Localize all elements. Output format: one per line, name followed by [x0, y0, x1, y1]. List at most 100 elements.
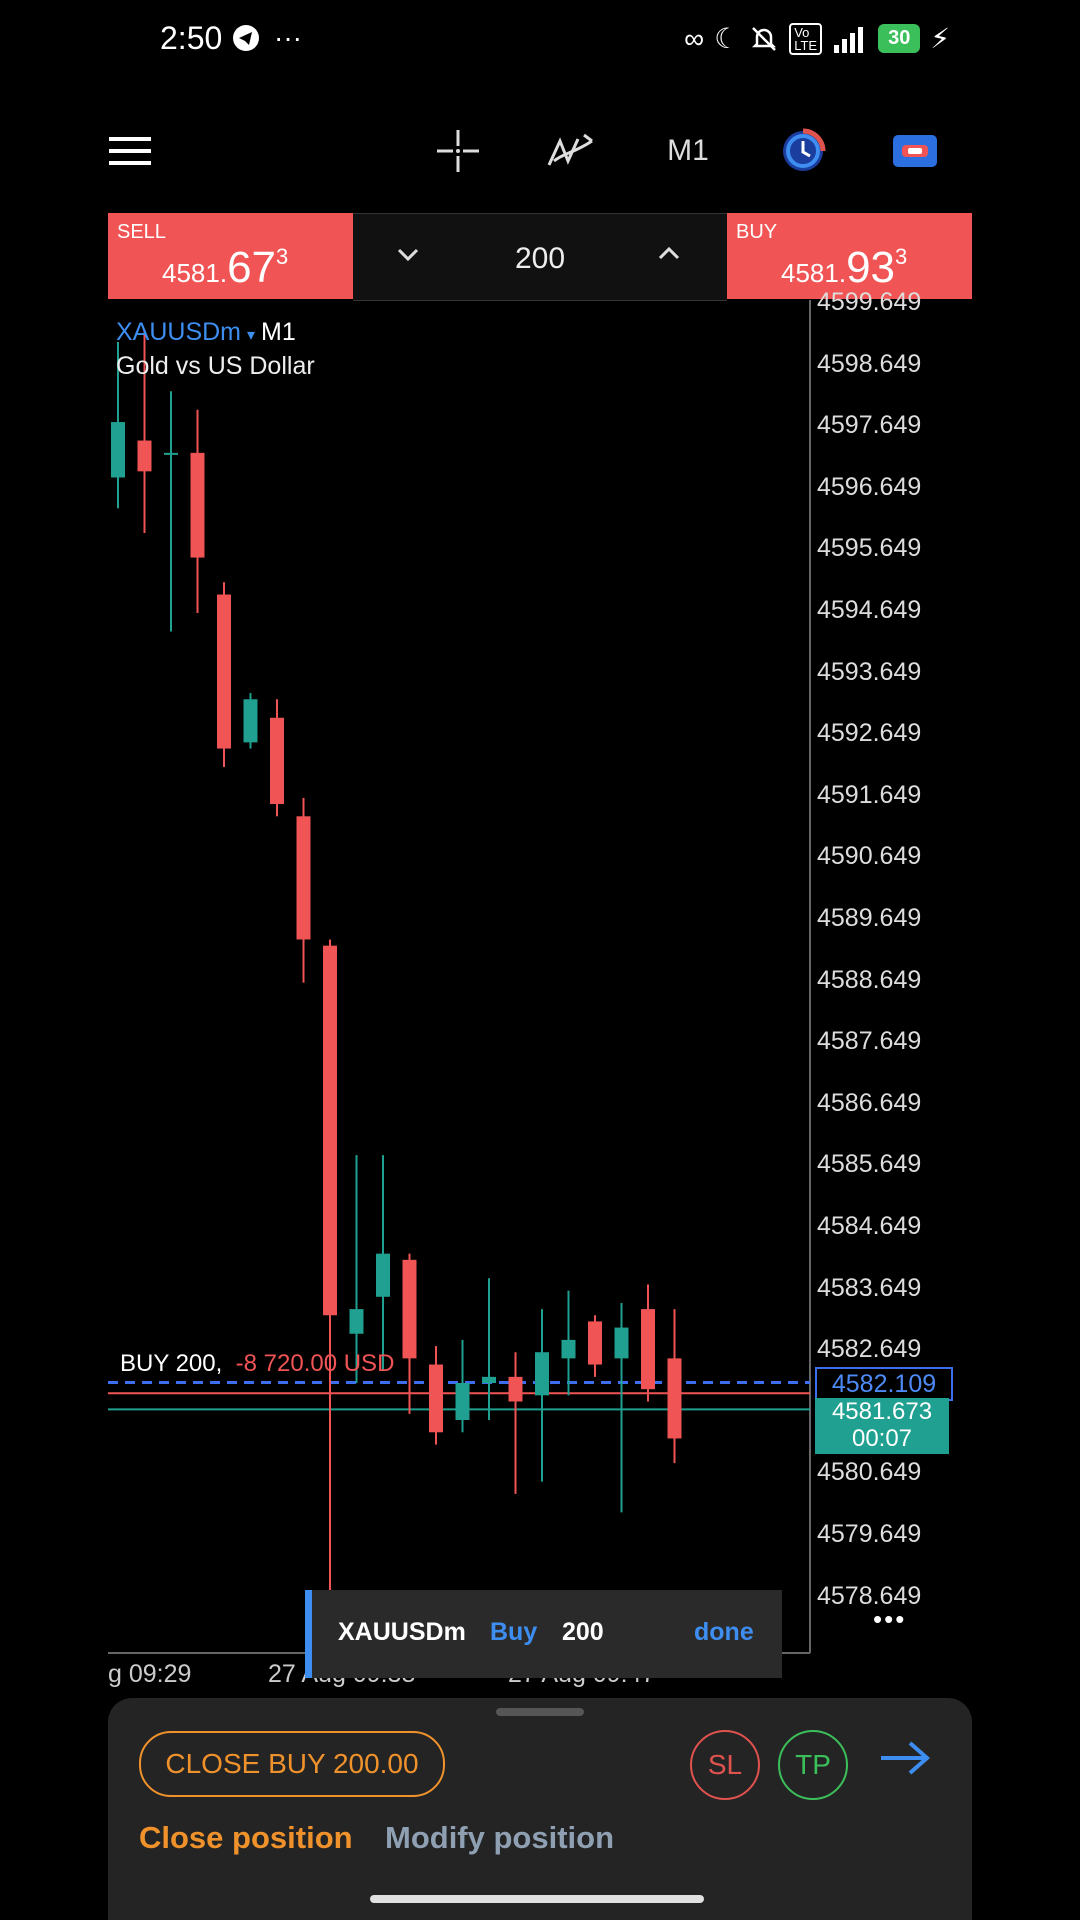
volume-control: 200 — [353, 213, 727, 301]
price-tick-label: 4582.649 — [817, 1335, 922, 1364]
candle-body — [429, 1364, 443, 1433]
candle — [323, 939, 337, 1605]
bid-price-tag: 4581.673 00:07 — [815, 1398, 949, 1454]
price-tick-label: 4588.649 — [817, 965, 922, 994]
price-tick-label: 4579.649 — [817, 1520, 922, 1548]
chevron-up-icon — [658, 246, 680, 260]
candle — [296, 797, 311, 983]
indicators-icon — [547, 133, 593, 166]
more-notifications-icon: ··· — [274, 22, 302, 53]
volume-decrease-button[interactable] — [395, 234, 421, 282]
telegram-icon — [233, 25, 259, 51]
timeframe-button[interactable]: M1 — [667, 134, 709, 167]
candle — [588, 1315, 602, 1377]
bar-countdown: 00:07 — [851, 1425, 913, 1452]
price-chart[interactable] — [108, 300, 812, 1655]
candle — [535, 1309, 549, 1482]
take-profit-button[interactable]: TP — [778, 1730, 848, 1800]
price-tick-label: 4586.649 — [817, 1088, 922, 1117]
arrow-right-icon — [881, 1741, 931, 1775]
candle-body — [164, 452, 178, 455]
buy-button[interactable]: BUY 4581.933 — [727, 213, 972, 299]
candle-body — [243, 699, 258, 743]
stop-loss-button[interactable]: SL — [690, 1730, 760, 1800]
price-tick-label: 4594.649 — [817, 596, 922, 624]
price-tick-label: 4595.649 — [817, 534, 922, 563]
chart-toolbar: M1 — [108, 120, 972, 182]
status-bar: 2:50 ··· ∞ ☾ Vo LTE 30 ⚡ — [0, 0, 1080, 80]
candle-body — [455, 1383, 470, 1420]
position-label: BUY 200, — [120, 1350, 223, 1377]
trade-button[interactable] — [890, 120, 940, 182]
sell-price: 4581.673 — [162, 243, 289, 292]
crosshair-button[interactable] — [433, 120, 483, 182]
price-tick-label: 4589.649 — [817, 904, 922, 932]
position-sheet: CLOSE BUY 200.00 SL TP Close position Mo… — [108, 1698, 972, 1920]
next-button[interactable] — [878, 1738, 932, 1783]
buy-price: 4581.933 — [781, 243, 908, 292]
candle — [429, 1346, 443, 1445]
candle-body — [376, 1253, 390, 1297]
sheet-drag-handle[interactable] — [496, 1708, 584, 1716]
candle-body — [323, 945, 337, 1316]
candle — [164, 391, 178, 632]
price-tick-label: 4587.649 — [817, 1027, 922, 1056]
candle-body — [137, 440, 152, 472]
candle — [111, 341, 125, 509]
open-price-tag: 4582.109 — [815, 1367, 953, 1401]
volume-increase-button[interactable] — [656, 234, 682, 282]
candle-body — [217, 594, 231, 749]
candle-body — [349, 1309, 364, 1334]
tab-modify-position[interactable]: Modify position — [385, 1820, 615, 1855]
position-line-label[interactable]: BUY 200, -8 720.00 USD — [120, 1350, 394, 1378]
tab-close-position[interactable]: Close position — [139, 1820, 353, 1855]
candle-body — [614, 1327, 629, 1359]
close-buy-button[interactable]: CLOSE BUY 200.00 — [139, 1731, 445, 1797]
crosshair-icon — [437, 130, 479, 172]
signal-icon — [834, 26, 864, 53]
volume-input[interactable]: 200 — [514, 242, 566, 275]
home-indicator[interactable] — [370, 1895, 704, 1903]
bid-price: 4581.673 — [831, 1398, 933, 1425]
chevron-down-icon — [397, 248, 419, 262]
hamburger-icon — [109, 137, 151, 165]
one-click-trading-panel: SELL 4581.673 200 BUY 4581.933 — [108, 213, 972, 301]
price-tick-label: 4597.649 — [817, 411, 922, 440]
candle — [508, 1352, 523, 1494]
trade-icon — [893, 135, 937, 167]
more-options-icon[interactable]: ••• — [873, 1604, 907, 1634]
chart-symbol[interactable]: XAUUSDm — [116, 318, 242, 346]
price-tick-label: 4584.649 — [817, 1212, 922, 1240]
candle-body — [641, 1309, 655, 1390]
candle — [270, 699, 284, 817]
candle — [402, 1253, 417, 1414]
candle-body — [402, 1259, 417, 1359]
clock-icon — [783, 128, 826, 171]
indicators-button[interactable] — [545, 120, 597, 182]
history-button[interactable] — [778, 120, 828, 182]
position-profit: -8 720.00 USD — [235, 1350, 395, 1377]
sell-button[interactable]: SELL 4581.673 — [108, 213, 353, 299]
battery-indicator: 30 — [878, 24, 921, 53]
mute-icon — [752, 26, 777, 51]
candle-body — [508, 1376, 523, 1402]
price-tick-label: 4593.649 — [817, 657, 922, 686]
symbol-dropdown-icon: ▾ — [247, 327, 256, 344]
candle-body — [482, 1376, 496, 1384]
candle — [243, 693, 258, 749]
candle-body — [111, 422, 125, 478]
toast-volume: 200 — [562, 1618, 604, 1646]
price-tick-label: 4596.649 — [817, 472, 922, 501]
volte-icon: Vo LTE — [789, 22, 823, 55]
candlestick-plot[interactable] — [108, 300, 812, 1655]
menu-button[interactable] — [108, 120, 152, 182]
toast-done[interactable]: done — [694, 1618, 754, 1646]
order-notification: XAUUSDm Buy 200 done — [305, 1590, 782, 1678]
candle — [455, 1339, 470, 1433]
candle — [217, 582, 231, 768]
price-tick-label: 4580.649 — [817, 1458, 922, 1487]
moon-icon: ☾ — [714, 23, 740, 54]
candle — [641, 1284, 655, 1402]
candle — [137, 329, 152, 533]
chart-symbol-header[interactable]: XAUUSDm ▾ M1 — [116, 318, 296, 347]
